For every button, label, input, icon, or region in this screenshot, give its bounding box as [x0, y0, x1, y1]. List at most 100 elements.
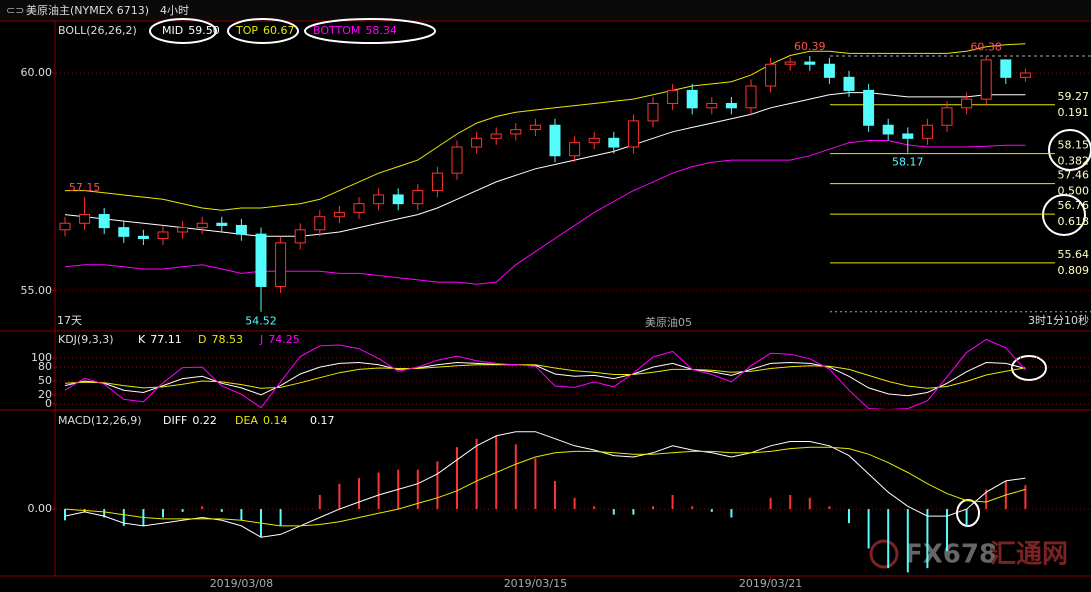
candle-body [921, 124, 933, 139]
candle-body [863, 89, 875, 126]
series-line [64, 361, 1026, 397]
candle-body [765, 63, 777, 87]
annotation-ellipses [149, 18, 1091, 527]
series-line [64, 92, 1026, 237]
candle-body [216, 222, 228, 226]
level-value: 56.76 [1058, 199, 1090, 212]
candle-body [843, 76, 855, 91]
candle-body [255, 233, 267, 287]
price-label: 58.17 [892, 156, 924, 169]
series-line [64, 431, 1026, 538]
level-ratio: 0.618 [1058, 215, 1090, 228]
legend-title: KDJ(9,3,3) [58, 333, 114, 346]
legend-value: 77.11 [150, 333, 182, 346]
legend-value: 74.25 [268, 333, 300, 346]
candle-body [1000, 59, 1012, 78]
candle-body [784, 61, 796, 65]
candle-body [118, 227, 130, 237]
legend-value: 58.34 [365, 24, 397, 37]
level-value: 57.46 [1058, 169, 1090, 182]
days-label: 17天 [57, 314, 82, 327]
header-icon: ⊂⊃ [6, 4, 24, 17]
legend-value: 59.50 [188, 24, 220, 37]
candle-body [980, 59, 992, 100]
candle-body [1019, 72, 1031, 78]
header-bar [0, 0, 1091, 20]
candle-body [725, 102, 737, 109]
level-value: 59.27 [1058, 90, 1090, 103]
watermark-text: FX678 [905, 540, 997, 570]
candle-body [59, 222, 71, 231]
candle-body [177, 227, 189, 233]
level-ratio: 0.191 [1058, 106, 1090, 119]
legend-title: BOLL(26,26,2) [58, 24, 137, 37]
candle-body [235, 224, 247, 235]
series-line [64, 140, 1026, 285]
legend-name: D [198, 333, 206, 346]
contract-label: 美原油05 [645, 315, 692, 329]
candle-body [745, 85, 757, 109]
y-tick-label: 100 [31, 351, 52, 364]
legend-value: 0.22 [192, 414, 217, 427]
price-label: 60.39 [794, 40, 826, 53]
price-label: 54.52 [245, 315, 277, 328]
candle-body [412, 190, 424, 205]
candle-body [608, 137, 620, 148]
candle-body [196, 222, 208, 229]
y-tick-label: 60.00 [21, 66, 53, 79]
level-ratio: 0.809 [1058, 264, 1090, 277]
candle-body [333, 211, 345, 218]
candle-body [941, 107, 953, 126]
candle-body [667, 89, 679, 104]
plot [59, 43, 1055, 312]
x-tick-label: 2019/03/15 [504, 577, 567, 590]
y-tick-label: 0 [45, 397, 52, 410]
level-ratio: 0.382 [1058, 155, 1090, 168]
x-tick-label: 2019/03/08 [210, 577, 273, 590]
level-ratio: 0.500 [1058, 185, 1090, 198]
y-tick-label: 20 [38, 388, 52, 401]
series-line [64, 364, 1026, 389]
candle-body [431, 172, 443, 192]
candle-body [451, 146, 463, 174]
candle-body [588, 137, 600, 144]
y-tick-label: 0.00 [28, 502, 53, 515]
candle-body [98, 214, 110, 229]
legend-name: J [259, 333, 263, 346]
legend-value: 0.14 [263, 414, 288, 427]
countdown: 3时1分10秒 [1028, 313, 1089, 327]
legend-value: 0.17 [310, 414, 335, 427]
candle-body [471, 137, 483, 148]
candle-body [823, 63, 835, 78]
series-line [65, 43, 1026, 211]
level-value: 58.15 [1058, 139, 1090, 152]
candle-body [353, 203, 365, 213]
legend-name: DIFF [163, 414, 187, 427]
legend-name: K [138, 333, 146, 346]
series-line [64, 446, 1026, 527]
frame [0, 20, 1091, 577]
candle-body [706, 102, 718, 109]
candle-body [647, 102, 659, 122]
candle-body [882, 124, 894, 135]
header-period: 4小时 [160, 4, 189, 17]
header-title: 美原油主(NYMEX 6713) [26, 3, 149, 17]
legend-title: MACD(12,26,9) [58, 414, 142, 427]
candle-body [686, 89, 698, 109]
level-value: 55.64 [1058, 248, 1090, 261]
candle-body [529, 124, 541, 131]
y-tick-label: 55.00 [21, 284, 53, 297]
y-tick-label: 50 [38, 374, 52, 387]
candle-body [137, 235, 149, 240]
candle-body [902, 133, 914, 139]
legend-name: MID [162, 24, 183, 37]
candle-body [79, 214, 91, 224]
y-tick-label: 80 [38, 360, 52, 373]
watermark-cn: 汇通网 [990, 540, 1068, 570]
candle-body [961, 98, 973, 109]
candle-body [157, 231, 169, 240]
candle-body [275, 242, 287, 287]
candle-body [294, 229, 306, 244]
plot [64, 338, 1026, 409]
